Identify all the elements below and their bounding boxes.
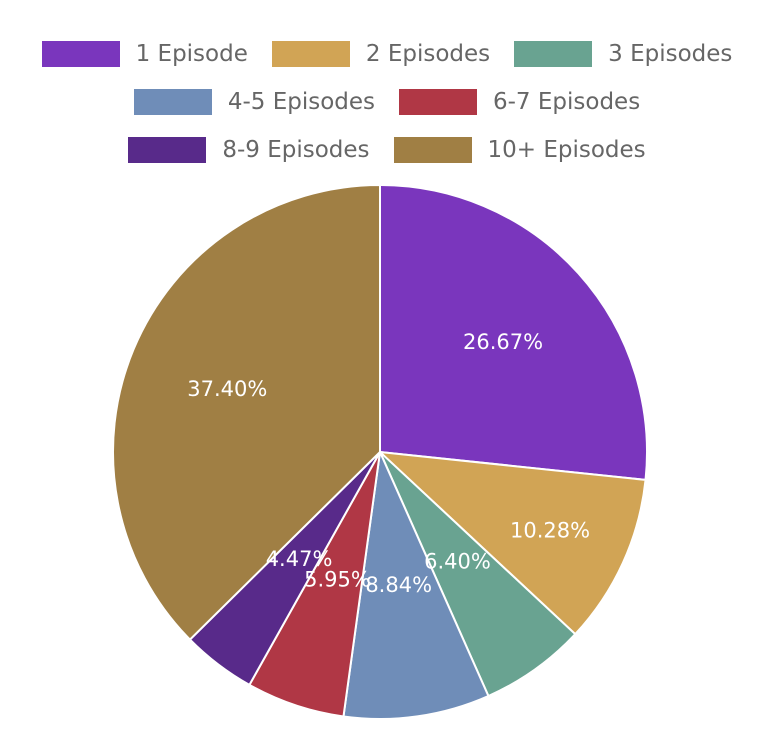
legend-row: 1 Episode 2 Episodes 3 Episodes bbox=[0, 30, 774, 78]
pie-slice[interactable] bbox=[112, 183, 381, 641]
pie-slice[interactable] bbox=[379, 183, 648, 482]
legend-label: 6-7 Episodes bbox=[493, 89, 641, 115]
legend-row: 8-9 Episodes 10+ Episodes bbox=[0, 126, 774, 174]
legend-swatch bbox=[399, 89, 477, 115]
slice-data-label: 5.95% bbox=[304, 568, 371, 592]
legend-label: 3 Episodes bbox=[608, 41, 733, 67]
legend-item[interactable]: 6-7 Episodes bbox=[399, 89, 640, 115]
legend-item[interactable]: 10+ Episodes bbox=[393, 137, 646, 163]
legend-item[interactable]: 2 Episodes bbox=[271, 41, 491, 67]
pie-slice[interactable] bbox=[377, 450, 647, 636]
legend-label: 8-9 Episodes bbox=[222, 137, 370, 163]
legend-swatch bbox=[41, 41, 120, 67]
legend-label: 10+ Episodes bbox=[487, 137, 646, 163]
legend-item[interactable]: 3 Episodes bbox=[514, 41, 732, 67]
slice-data-label: 6.40% bbox=[424, 550, 491, 574]
legend-row: 4-5 Episodes 6-7 Episodes bbox=[0, 78, 774, 126]
slice-data-label: 10.28% bbox=[510, 519, 590, 543]
legend-item[interactable]: 4-5 Episodes bbox=[133, 89, 375, 115]
legend-item[interactable]: 8-9 Episodes bbox=[128, 137, 370, 163]
legend-swatch bbox=[133, 89, 212, 115]
legend-item[interactable]: 1 Episode bbox=[41, 41, 248, 67]
legend-label: 1 Episode bbox=[135, 41, 248, 67]
legend-swatch bbox=[514, 41, 593, 67]
legend-swatch bbox=[271, 41, 350, 67]
legend: 1 Episode 2 Episodes 3 Episodes 4-5 Episode… bbox=[0, 30, 774, 174]
legend-swatch bbox=[393, 137, 472, 163]
slice-data-label: 26.67% bbox=[463, 330, 543, 354]
pie-slice[interactable] bbox=[342, 448, 490, 720]
legend-label: 2 Episodes bbox=[365, 41, 491, 67]
legend-swatch bbox=[128, 137, 207, 163]
slice-data-label: 4.47% bbox=[266, 547, 333, 571]
legend-label: 4-5 Episodes bbox=[227, 89, 375, 115]
slice-data-label: 37.40% bbox=[187, 377, 267, 401]
slice-data-label: 8.84% bbox=[365, 573, 432, 597]
